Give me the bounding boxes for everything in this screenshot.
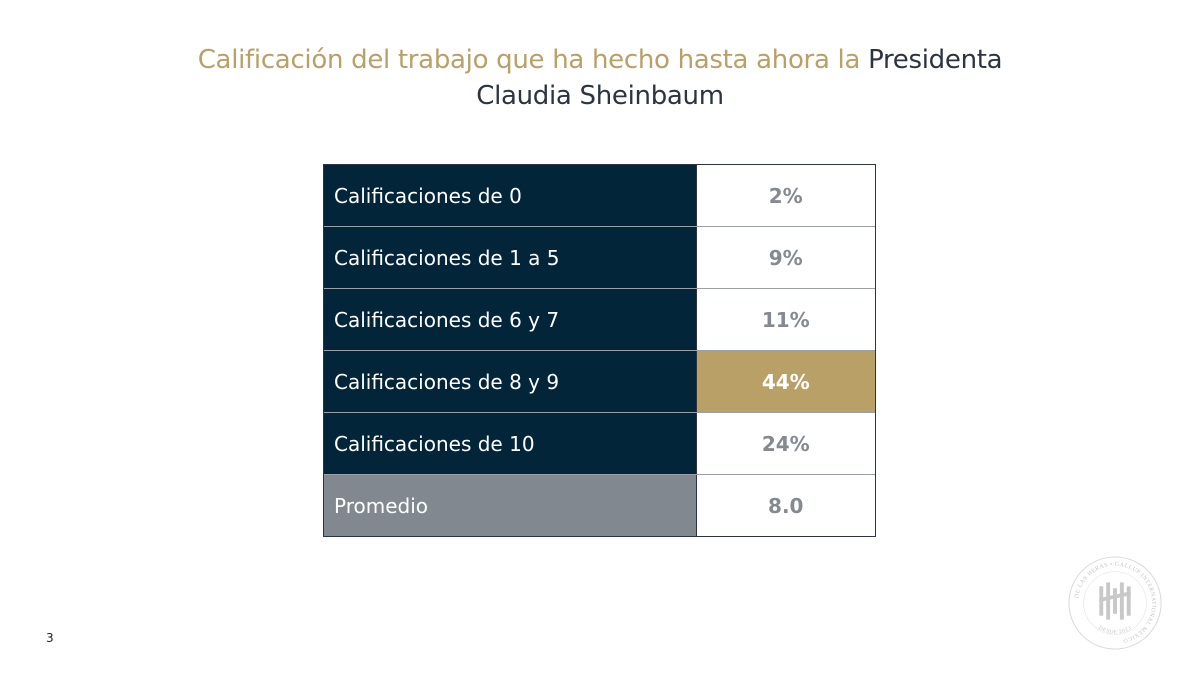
title-line-1: Calificación del trabajo que ha hecho ha… [0, 42, 1200, 78]
table-row: Calificaciones de 8 y 9 44% [324, 350, 875, 413]
row-label: Calificaciones de 1 a 5 [324, 226, 696, 289]
row-label: Calificaciones de 8 y 9 [324, 350, 696, 413]
average-value: 8.0 [695, 474, 875, 536]
row-label: Calificaciones de 6 y 7 [324, 288, 696, 351]
svg-text:DESDE 2023: DESDE 2023 [1097, 625, 1132, 636]
seal-year-text: DESDE 2023 [1097, 625, 1132, 636]
table-row-average: Promedio 8.0 [324, 474, 875, 536]
row-value: 9% [695, 226, 875, 289]
gallup-seal-logo: DE LAS HERAS • GALLUP INTERNATIONAL MEXI… [1068, 556, 1162, 650]
table-row: Calificaciones de 0 2% [324, 165, 875, 227]
row-label: Calificaciones de 10 [324, 412, 696, 475]
row-value: 2% [695, 165, 875, 227]
title-navy-text: Presidenta [868, 45, 1003, 75]
row-value: 11% [695, 288, 875, 351]
table-row: Calificaciones de 6 y 7 11% [324, 288, 875, 351]
table-row: Calificaciones de 1 a 5 9% [324, 226, 875, 289]
row-label: Calificaciones de 0 [324, 165, 696, 227]
row-value: 24% [695, 412, 875, 475]
average-label: Promedio [324, 474, 696, 536]
page-number: 3 [46, 631, 54, 645]
row-value-highlight: 44% [695, 350, 875, 413]
slide-title: Calificación del trabajo que ha hecho ha… [0, 42, 1200, 114]
ratings-table: Calificaciones de 0 2% Calificaciones de… [323, 164, 876, 537]
seal-monogram-icon [1099, 582, 1131, 620]
title-gold-text: Calificación del trabajo que ha hecho ha… [197, 45, 869, 75]
table-row: Calificaciones de 10 24% [324, 412, 875, 475]
title-line-2: Claudia Sheinbaum [0, 78, 1200, 114]
title-name-text: Claudia Sheinbaum [476, 81, 724, 111]
